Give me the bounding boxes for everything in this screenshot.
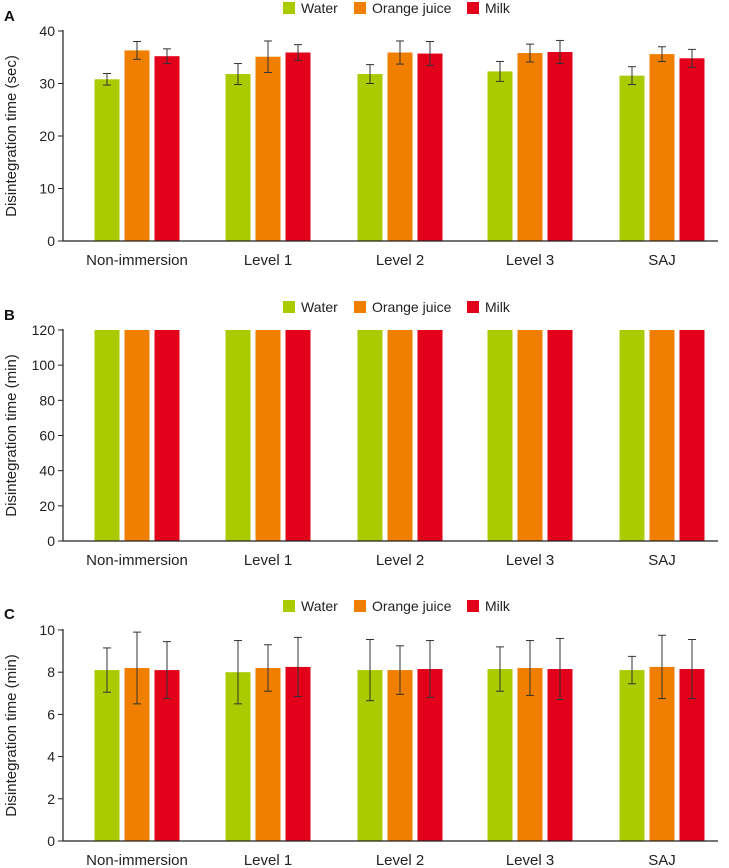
y-tick-label: 120 — [32, 322, 56, 338]
legend-label: Milk — [485, 299, 511, 315]
x-tick-label: Level 1 — [244, 852, 292, 868]
bar — [387, 52, 413, 242]
x-tick-label: Level 1 — [244, 252, 292, 269]
bar — [255, 330, 281, 541]
bar — [154, 56, 180, 242]
bar — [285, 52, 311, 242]
bar — [619, 75, 645, 241]
legend-swatch — [467, 600, 479, 612]
y-tick-label: 40 — [39, 23, 55, 39]
x-tick-label: Level 1 — [244, 552, 292, 569]
legend-label: Water — [301, 299, 338, 315]
bar — [417, 53, 443, 242]
bar — [547, 330, 573, 541]
x-tick-label: SAJ — [648, 552, 676, 569]
legend-label: Milk — [485, 598, 511, 614]
y-tick-label: 4 — [47, 749, 55, 765]
bar — [357, 330, 383, 541]
y-tick-label: 20 — [39, 498, 55, 514]
bar — [619, 330, 645, 541]
bar — [357, 74, 383, 241]
chart-panel-a: A Water Orange juice Milk 0 10 20 30 40 Disintegr… — [3, 0, 718, 269]
bar — [255, 56, 281, 241]
bar — [517, 53, 543, 241]
y-tick-label: 100 — [32, 357, 56, 373]
legend-swatch — [354, 600, 366, 612]
x-tick-label: Non-immersion — [86, 852, 188, 868]
panel-label: B — [4, 307, 15, 324]
bar — [679, 58, 705, 241]
y-axis-label: Disintegration time (sec) — [3, 55, 20, 217]
chart-panel-b: B Water Orange juice Milk 0 20 40 60 80 100 120 Dis… — [3, 299, 718, 569]
y-tick-label: 6 — [47, 706, 55, 722]
bar — [417, 330, 443, 541]
panel-label: C — [4, 606, 15, 623]
bar — [487, 71, 513, 241]
y-tick-label: 0 — [47, 833, 55, 849]
x-tick-label: Level 3 — [506, 552, 554, 569]
bar — [94, 330, 120, 541]
x-tick-label: Level 3 — [506, 252, 554, 269]
bar — [387, 670, 413, 841]
legend-swatch — [283, 600, 295, 612]
x-tick-label: Non-immersion — [86, 252, 188, 269]
bar — [517, 330, 543, 541]
bar — [94, 670, 120, 841]
y-tick-label: 60 — [39, 428, 55, 444]
legend-label: Water — [301, 0, 338, 16]
legend-swatch — [354, 301, 366, 313]
legend-label: Orange juice — [372, 299, 452, 315]
bar — [124, 50, 150, 241]
bar — [517, 667, 543, 841]
bar — [285, 330, 311, 541]
x-tick-label: Level 2 — [376, 252, 424, 269]
bar — [649, 54, 675, 241]
y-tick-label: 20 — [39, 128, 55, 144]
x-tick-label: Non-immersion — [86, 552, 188, 569]
bar — [649, 330, 675, 541]
y-tick-label: 80 — [39, 392, 55, 408]
bar — [225, 74, 251, 241]
y-tick-label: 0 — [47, 533, 55, 549]
y-tick-label: 30 — [39, 76, 55, 92]
legend-swatch — [467, 301, 479, 313]
y-tick-label: 10 — [39, 181, 55, 197]
legend-label: Water — [301, 598, 338, 614]
bar — [94, 79, 120, 241]
bar — [547, 52, 573, 241]
bar — [387, 330, 413, 541]
legend-swatch — [283, 301, 295, 313]
legend-label: Orange juice — [372, 598, 452, 614]
legend-swatch — [283, 2, 295, 14]
bar — [154, 330, 180, 541]
bar — [487, 330, 513, 541]
y-tick-label: 2 — [47, 791, 55, 807]
y-tick-label: 0 — [47, 233, 55, 249]
chart-panel-c: C Water Orange juice Milk 0 2 4 6 8 10 Disintegrat… — [3, 598, 718, 868]
y-axis-label: Disintegration time (min) — [3, 654, 20, 817]
bar — [225, 330, 251, 541]
x-tick-label: Level 3 — [506, 852, 554, 868]
bar — [487, 669, 513, 841]
bar — [255, 667, 281, 841]
y-tick-label: 40 — [39, 463, 55, 479]
legend-swatch — [467, 2, 479, 14]
x-tick-label: SAJ — [648, 252, 676, 269]
x-tick-label: Level 2 — [376, 552, 424, 569]
y-tick-label: 8 — [47, 664, 55, 680]
x-tick-label: SAJ — [648, 852, 676, 868]
y-tick-label: 10 — [39, 622, 55, 638]
legend-swatch — [354, 2, 366, 14]
legend-label: Orange juice — [372, 0, 452, 16]
bar — [124, 330, 150, 541]
legend-label: Milk — [485, 0, 511, 16]
x-tick-label: Level 2 — [376, 852, 424, 868]
panel-label: A — [4, 8, 15, 25]
bar — [679, 330, 705, 541]
y-axis-label: Disintegration time (min) — [3, 354, 20, 517]
bar — [619, 670, 645, 841]
